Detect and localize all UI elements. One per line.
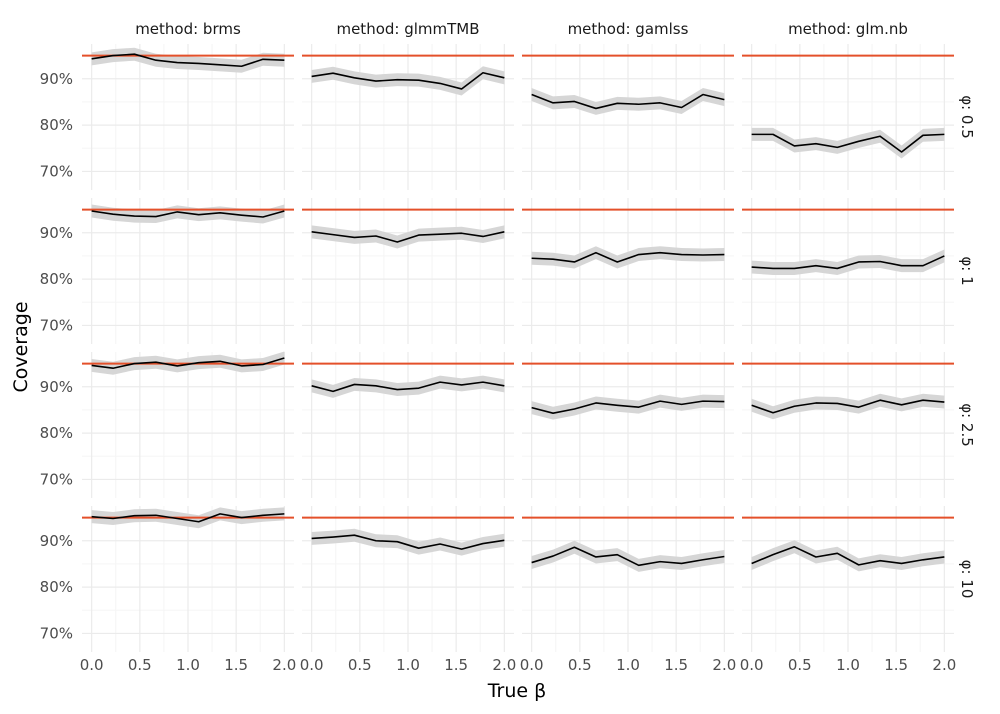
coverage-line: [311, 71, 505, 90]
strip-label-phi-1: φ: 1: [958, 256, 976, 285]
panel-glmmTMB-phi-2.5: [302, 352, 514, 498]
x-tick-label: 1.5: [884, 656, 908, 674]
y-tick-label: 70%: [40, 470, 73, 488]
y-tick-label: 90%: [40, 378, 73, 396]
x-axis-title: True β: [487, 680, 547, 702]
y-tick-label: 80%: [40, 116, 73, 134]
x-tick-label: 2.0: [492, 656, 516, 674]
strip-label-phi-0.5: φ: 0.5: [958, 95, 976, 139]
confidence-ribbon: [531, 88, 725, 115]
panel-brms-phi-1: [82, 198, 294, 344]
x-tick-label: 0.5: [128, 656, 152, 674]
y-axis-title: Coverage: [10, 301, 32, 392]
coverage-line: [531, 546, 725, 567]
strip-label-phi-2.5: φ: 2.5: [958, 403, 976, 447]
coverage-line: [531, 400, 725, 414]
coverage-line: [531, 251, 725, 263]
panels-layer: [82, 44, 954, 652]
panel-glmmTMB-phi-1: [302, 198, 514, 344]
x-tick-label: 2.0: [932, 656, 956, 674]
panel-brms-phi-2.5: [82, 351, 294, 498]
panel-gamlss-phi-0.5: [522, 44, 734, 190]
panel-brms-phi-0.5: [82, 44, 294, 190]
y-tick-label: 90%: [40, 70, 73, 88]
panel-glm.nb-phi-1: [742, 198, 954, 344]
panel-glm.nb-phi-0.5: [742, 44, 954, 190]
confidence-ribbon: [311, 225, 505, 249]
confidence-ribbon: [311, 528, 505, 556]
coverage-line: [91, 357, 285, 370]
strip-label-gamlss: method: gamlss: [568, 20, 689, 38]
y-tick-label: 80%: [40, 578, 73, 596]
x-tick-label: 0.0: [520, 656, 544, 674]
confidence-ribbon: [751, 249, 945, 275]
strip-label-brms: method: brms: [135, 20, 241, 38]
coverage-line: [311, 381, 505, 393]
x-tick-label: 0.5: [788, 656, 812, 674]
x-tick-label: 1.0: [176, 656, 200, 674]
panel-glmmTMB-phi-0.5: [302, 44, 514, 190]
coverage-line: [91, 513, 285, 523]
confidence-ribbon: [751, 393, 945, 420]
coverage-line: [751, 545, 945, 566]
coverage-line: [531, 93, 725, 110]
coverage-line: [751, 133, 945, 153]
panel-gamlss-phi-2.5: [522, 352, 734, 498]
x-tick-label: 0.5: [568, 656, 592, 674]
y-tick-label: 70%: [40, 162, 73, 180]
panel-glmmTMB-phi-10: [302, 506, 514, 652]
confidence-ribbon: [311, 375, 505, 398]
confidence-ribbon: [751, 540, 945, 572]
x-tick-label: 1.5: [664, 656, 688, 674]
x-tick-label: 0.0: [80, 656, 104, 674]
panel-brms-phi-10: [82, 506, 294, 652]
x-tick-label: 1.0: [396, 656, 420, 674]
strip-label-glmmTMB: method: glmmTMB: [336, 20, 479, 38]
y-tick-label: 70%: [40, 624, 73, 642]
x-tick-label: 1.5: [224, 656, 248, 674]
x-tick-label: 0.0: [740, 656, 764, 674]
confidence-ribbon: [751, 127, 945, 159]
y-tick-label: 70%: [40, 316, 73, 334]
y-tick-label: 90%: [40, 532, 73, 550]
panel-gamlss-phi-1: [522, 198, 734, 344]
coverage-line: [751, 255, 945, 270]
strip-label-glm.nb: method: glm.nb: [788, 20, 908, 38]
x-tick-label: 0.0: [300, 656, 324, 674]
x-tick-label: 0.5: [348, 656, 372, 674]
coverage-line: [91, 53, 285, 68]
coverage-line: [311, 231, 505, 243]
x-tick-label: 2.0: [712, 656, 736, 674]
y-tick-label: 80%: [40, 424, 73, 442]
panel-glm.nb-phi-2.5: [742, 352, 954, 498]
y-tick-label: 90%: [40, 224, 73, 242]
x-tick-label: 1.5: [444, 656, 468, 674]
confidence-ribbon: [531, 394, 725, 420]
x-tick-label: 1.0: [616, 656, 640, 674]
confidence-ribbon: [531, 246, 725, 269]
labels-layer: method: brms method: glmmTMB method: gamls…: [40, 20, 976, 674]
panel-glm.nb-phi-10: [742, 506, 954, 652]
panel-gamlss-phi-10: [522, 506, 734, 652]
x-tick-label: 1.0: [836, 656, 860, 674]
coverage-line: [91, 210, 285, 218]
y-tick-label: 80%: [40, 270, 73, 288]
coverage-line: [311, 534, 505, 550]
strip-label-phi-10: φ: 10: [958, 560, 976, 599]
x-tick-label: 2.0: [272, 656, 296, 674]
confidence-ribbon: [531, 540, 725, 572]
coverage-line: [751, 399, 945, 414]
